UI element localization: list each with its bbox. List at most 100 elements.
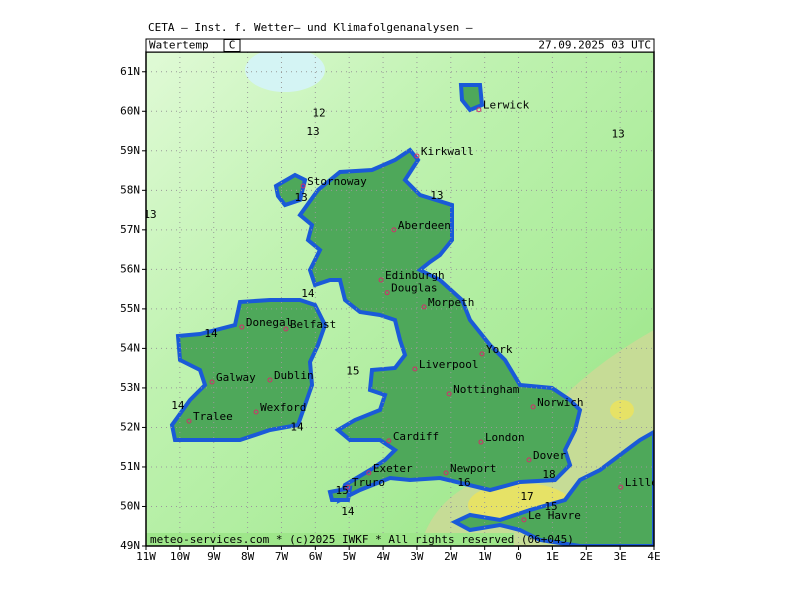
- city-marker: [526, 457, 532, 463]
- city-marker: [530, 404, 536, 410]
- city-label: Lerwick: [483, 99, 530, 112]
- lon-tick-label: 1E: [546, 550, 559, 563]
- lon-tick-label: 11W: [136, 550, 156, 563]
- contour-label: 13: [430, 189, 443, 202]
- contour-label: 14: [301, 287, 315, 300]
- city-marker: [253, 409, 259, 415]
- cold-water: [245, 52, 325, 92]
- lon-tick-label: 0: [515, 550, 522, 563]
- lat-tick-label: 60N: [120, 104, 140, 117]
- city-label: Exeter: [373, 462, 413, 475]
- contour-label: 13: [306, 125, 319, 138]
- contour-label: 12: [312, 107, 325, 120]
- hebrides: [273, 172, 308, 208]
- city-marker: [443, 470, 449, 476]
- city-label: Cardiff: [393, 430, 439, 443]
- lat-tick-label: 55N: [120, 302, 140, 315]
- unit: C: [229, 39, 236, 52]
- city-marker: [267, 377, 273, 383]
- city-marker: [476, 107, 482, 113]
- city-label: Lille: [625, 476, 658, 489]
- city-label: Tralee: [193, 410, 233, 423]
- lon-tick-label: 9W: [207, 550, 221, 563]
- lon-tick-label: 2W: [444, 550, 458, 563]
- france: [450, 429, 654, 546]
- city-marker: [386, 438, 392, 444]
- lat-tick-label: 54N: [120, 341, 140, 354]
- city-label: Belfast: [290, 318, 336, 331]
- lon-tick-label: 2E: [580, 550, 593, 563]
- city-marker: [391, 227, 397, 233]
- contour-label: 14: [290, 420, 304, 433]
- lon-tick-label: 7W: [275, 550, 289, 563]
- city-label: Douglas: [391, 282, 437, 295]
- city-label: Wexford: [260, 401, 306, 414]
- city-marker: [384, 290, 390, 296]
- contour-label: 15: [335, 484, 348, 497]
- great-britain: [297, 147, 583, 504]
- lon-tick-label: 3E: [614, 550, 627, 563]
- city-marker: [186, 418, 192, 424]
- city-label: York: [486, 343, 513, 356]
- parameter: Watertemp: [149, 39, 209, 52]
- lon-tick-label: 5W: [343, 550, 357, 563]
- city-marker: [414, 153, 420, 159]
- lat-tick-label: 53N: [120, 381, 140, 394]
- lat-tick-label: 51N: [120, 460, 140, 473]
- contour-label: 13: [611, 128, 624, 141]
- contour-label: 13: [294, 191, 307, 204]
- city-label: Norwich: [537, 396, 583, 409]
- lon-tick-label: 8W: [241, 550, 255, 563]
- map-area: Lerwick Kirkwall Stornoway Aberdeen Edinburg…: [143, 52, 658, 546]
- contour-label: 17: [520, 490, 533, 503]
- lon-tick-label: 10W: [170, 550, 190, 563]
- city-label: Liverpool: [419, 358, 479, 371]
- warm-water: [610, 400, 634, 420]
- city-label: Galway: [216, 371, 256, 384]
- footer-band: [146, 533, 514, 546]
- city-label: Dublin: [274, 369, 314, 382]
- unit-box: [223, 39, 241, 52]
- header-title: CETA – Inst. f. Wetter– und Klimafolgena…: [148, 21, 473, 34]
- city-marker: [300, 183, 306, 189]
- lat-tick-label: 49N: [120, 539, 140, 552]
- city-marker: [283, 326, 289, 332]
- lon-tick-label: 3W: [410, 550, 424, 563]
- info-bar: [145, 38, 655, 53]
- lon-tick-label: 4W: [376, 550, 390, 563]
- contour-label: 15: [346, 365, 359, 378]
- city-marker: [479, 351, 485, 357]
- city-marker: [478, 439, 484, 445]
- contour-label: 14: [204, 327, 218, 340]
- contour-label: 16: [457, 476, 470, 489]
- overlay: Lerwick Kirkwall Stornoway Aberdeen Edinburg…: [143, 99, 658, 523]
- city-marker: [366, 470, 372, 476]
- city-label: Truro: [352, 476, 385, 489]
- city-label: Aberdeen: [398, 219, 451, 232]
- city-label: Le Havre: [528, 509, 581, 522]
- city-label: Stornoway: [307, 175, 367, 188]
- valid-time: 27.09.2025 03 UTC: [538, 39, 651, 52]
- city-marker: [345, 484, 351, 490]
- city-label: Edinburgh: [385, 269, 445, 282]
- city-label: Kirkwall: [421, 145, 474, 158]
- city-label: Dover: [533, 449, 566, 462]
- city-label: Morpeth: [428, 296, 474, 309]
- contour-label: 15: [544, 500, 557, 513]
- lat-tick-label: 59N: [120, 144, 140, 157]
- city-marker: [421, 304, 427, 310]
- lat-tick-label: 56N: [120, 262, 140, 275]
- lon-tick-label: 1W: [478, 550, 492, 563]
- city-label: Newport: [450, 462, 496, 475]
- lat-tick-label: 61N: [120, 65, 140, 78]
- cornwall-tip: [327, 485, 353, 502]
- contour-label: 14: [341, 505, 355, 518]
- city-label: Donegal: [246, 316, 292, 329]
- lon-tick-label: 4E: [647, 550, 660, 563]
- city-marker: [412, 366, 418, 372]
- city-marker: [521, 517, 527, 523]
- city-label: London: [485, 431, 525, 444]
- lat-tick-label: 52N: [120, 420, 140, 433]
- contour-label: 13: [143, 208, 156, 221]
